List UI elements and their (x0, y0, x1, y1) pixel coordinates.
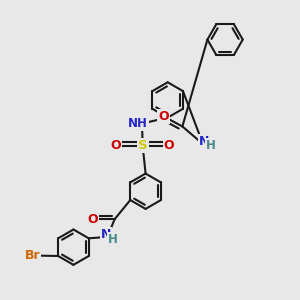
Text: Br: Br (24, 249, 40, 262)
Text: O: O (158, 110, 169, 123)
Text: NH: NH (128, 117, 148, 130)
Text: N: N (199, 135, 210, 148)
Text: S: S (138, 139, 148, 152)
Text: O: O (164, 139, 175, 152)
Text: O: O (87, 213, 98, 226)
Text: H: H (206, 139, 216, 152)
Text: H: H (108, 233, 118, 246)
Text: O: O (111, 139, 122, 152)
Text: N: N (100, 228, 111, 241)
